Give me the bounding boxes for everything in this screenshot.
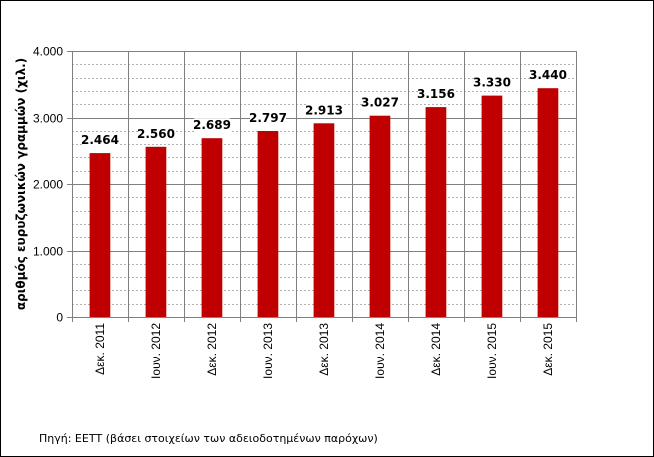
source-note: Πηγή: ΕΕΤΤ (βάσει στοιχείων των αδειοδοτ… bbox=[39, 432, 378, 445]
y-axis-title: αριθμός ευρυζωνικών γραμμών (χιλ.) bbox=[14, 58, 28, 310]
bar bbox=[145, 146, 167, 317]
x-tick-label: Ιουν. 2014 bbox=[373, 323, 387, 379]
data-label: 3.330 bbox=[473, 76, 511, 90]
x-tick-label: Ιουν. 2015 bbox=[485, 323, 499, 379]
bar bbox=[313, 123, 335, 317]
data-label-background bbox=[250, 111, 286, 125]
bar bbox=[89, 153, 111, 317]
y-tick-label: 2.000 bbox=[33, 178, 63, 192]
x-tick-label: Δεκ. 2012 bbox=[205, 323, 219, 376]
bars bbox=[89, 88, 559, 317]
data-label-background bbox=[418, 87, 454, 102]
y-tick-label: 0 bbox=[56, 311, 63, 325]
y-tick-label: 3.000 bbox=[33, 112, 63, 126]
data-label: 2.464 bbox=[81, 133, 119, 147]
data-label-background bbox=[138, 126, 174, 141]
y-tick-labels: 0 1.000 2.000 3.000 4.000 bbox=[33, 45, 63, 325]
x-tick-labels: Δεκ. 2011 Ιουν. 2012 Δεκ. 2012 Ιουν. 2013 Δε… bbox=[93, 323, 555, 379]
data-label-background bbox=[362, 95, 398, 110]
x-tick-label: Ιουν. 2012 bbox=[149, 323, 163, 379]
axes bbox=[67, 51, 577, 322]
data-label-background bbox=[306, 103, 342, 118]
data-label: 2.689 bbox=[193, 118, 231, 132]
y-tick-label: 4.000 bbox=[33, 45, 63, 59]
data-label-background bbox=[530, 68, 566, 83]
x-tick-label: Δεκ. 2014 bbox=[429, 323, 443, 376]
bar-chart: 0 1.000 2.000 3.000 4.000 Δεκ. 2011 Ιουν. 201… bbox=[14, 45, 577, 379]
bar bbox=[369, 115, 391, 317]
x-tick-label: Ιουν. 2013 bbox=[261, 323, 275, 379]
data-label: 2.913 bbox=[305, 103, 343, 117]
data-labels: 2.464 2.560 2.689 2.797 2.913 3.027 3.156 3.330… bbox=[81, 68, 567, 148]
data-label: 2.797 bbox=[249, 111, 287, 125]
bar bbox=[425, 107, 447, 317]
data-label-background bbox=[474, 75, 510, 90]
bar bbox=[257, 131, 279, 317]
data-label: 3.440 bbox=[529, 68, 567, 82]
bar bbox=[537, 88, 559, 317]
x-tick-label: Δεκ. 2011 bbox=[93, 323, 107, 375]
bar bbox=[481, 95, 503, 317]
y-tick-label: 1.000 bbox=[33, 245, 63, 259]
x-tick-label: Δεκ. 2013 bbox=[317, 323, 331, 376]
data-label: 2.560 bbox=[137, 127, 175, 141]
data-label-background bbox=[194, 118, 230, 133]
bar bbox=[201, 138, 223, 317]
data-label: 3.027 bbox=[361, 96, 399, 110]
data-label-background bbox=[82, 133, 118, 148]
x-tick-label: Δεκ. 2015 bbox=[541, 323, 555, 376]
data-label: 3.156 bbox=[417, 87, 455, 101]
